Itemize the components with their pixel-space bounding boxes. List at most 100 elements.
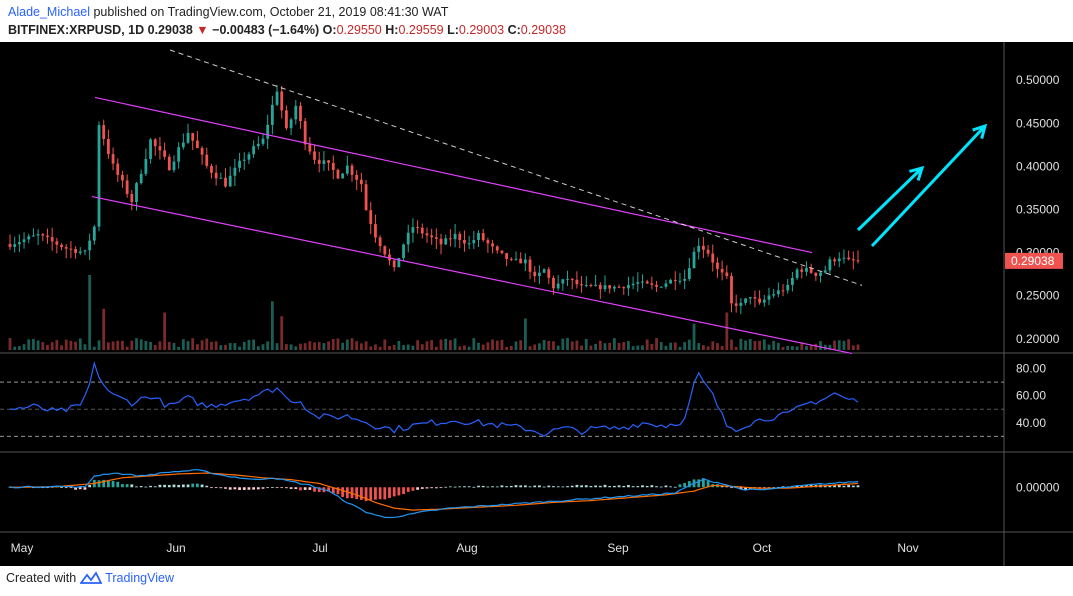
candle-body [144,158,148,174]
volume-bar [828,344,832,350]
candle-body [772,294,776,296]
macd-histogram-bar [575,484,579,488]
candle [547,266,551,284]
candle-body [589,285,593,287]
volume-bar [383,339,387,350]
macd-histogram-bar [556,486,560,488]
macd-histogram-bar [627,485,630,488]
macd-histogram-bar [341,487,345,497]
volume-bar [748,338,752,350]
candle [687,257,691,282]
macd-histogram-bar [219,487,223,489]
volume-bar [772,340,776,350]
macd-histogram-bar [355,487,359,500]
candle [186,123,190,144]
volume-bar [739,338,743,350]
volume-bar [547,340,551,350]
candle [627,276,630,296]
macd-histogram-bar [463,486,466,488]
volume-bar [786,345,790,350]
candle-body [130,193,134,203]
author-link[interactable]: Alade_Michael [8,5,90,19]
candle-body [561,279,565,284]
candle [809,263,813,275]
candle-body [776,290,780,295]
candle [575,271,579,289]
candle [542,268,546,274]
volume-bar [430,340,434,350]
candle [341,172,345,179]
volume-bar [495,340,499,350]
volume-bar [74,341,77,350]
candle [851,251,855,270]
volume-bar [631,346,635,350]
macd-histogram-bar [589,486,593,488]
volume-bar [402,345,405,350]
time-axis-label: Jun [166,541,185,555]
volume-bar [294,346,298,350]
candle [106,129,110,159]
volume-bar [730,339,733,350]
candle-body [580,284,583,286]
candle-body [556,283,560,289]
macd-histogram-bar [275,487,279,489]
volume-bar [659,342,663,350]
volume-bar [833,340,836,350]
volume-bar [78,338,82,350]
volume-bar [181,339,185,350]
candle-body [369,210,373,225]
last-price-tag [1005,252,1063,269]
candle [519,252,523,264]
candle-body [322,160,326,164]
candle-body [744,298,747,303]
volume-bar [322,343,326,350]
candle [683,269,687,290]
candle [111,147,115,171]
candle-body [655,284,658,287]
candle [430,228,434,245]
candle [270,95,274,135]
macd-histogram-bar [303,487,307,490]
volume-bar [36,340,40,350]
price-tick-label: 0.40000 [1016,159,1060,173]
candle [420,223,424,239]
macd-histogram-bar [837,484,841,488]
volume-bar [355,341,359,350]
candle-body [786,284,790,291]
macd-histogram-bar [270,486,274,488]
macd-histogram-bar [842,485,846,488]
candle [196,131,199,149]
symbol-label[interactable]: BITFINEX:XRPUSD, 1D [8,23,145,37]
candle-body [575,279,579,285]
volume-bar [612,338,616,350]
macd-histogram-bar [697,479,701,488]
volume-bar [641,345,644,350]
volume-bar [280,316,284,350]
candle [219,172,223,179]
volume-bar [153,345,157,350]
created-with-text: Created with [6,571,77,585]
candle [402,243,405,261]
candle-body [27,236,31,240]
volume-bar [205,338,209,350]
candle-body [350,165,354,175]
chart-canvas[interactable]: 0.500000.450000.400000.350000.300000.250… [0,42,1073,566]
candle-body [125,180,129,194]
volume-bar [200,340,204,350]
volume-bar [210,341,213,350]
candle-body [730,276,733,304]
candle [247,151,251,164]
candle-body [622,287,626,289]
volume-bar [814,343,818,350]
candle [252,140,256,158]
macd-histogram-bar [121,484,124,488]
macd-histogram-bar [88,485,92,488]
volume-bar [261,344,265,350]
candle [299,102,302,129]
candle [55,237,59,254]
tradingview-brand[interactable]: TradingView [105,571,174,585]
volume-bar [533,344,537,350]
candle-body [819,272,822,276]
macd-histogram-bar [130,484,134,488]
volume-bar [224,344,227,350]
